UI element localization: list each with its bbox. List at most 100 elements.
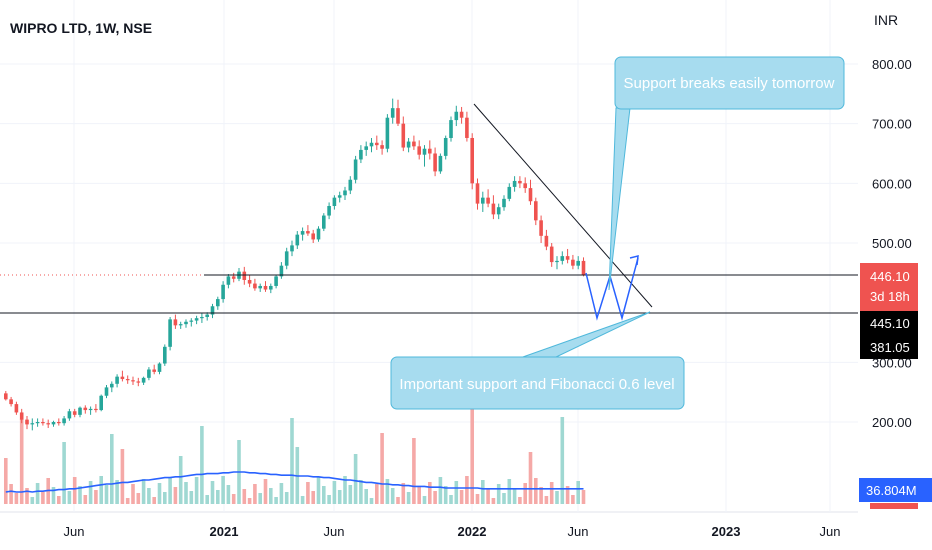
candle-body <box>544 235 549 247</box>
volume-bar <box>481 480 485 504</box>
candle-body <box>491 203 496 215</box>
price-scale-ticks: 200.00 300.00 500.00 600.00 700.00 800.00 <box>872 57 912 430</box>
volume-bar <box>465 476 469 504</box>
candle-body <box>332 197 337 207</box>
time-axis-label: 2021 <box>210 524 239 539</box>
volume-bar <box>496 484 501 504</box>
candle-body <box>279 265 284 277</box>
candle-body <box>110 383 114 388</box>
volume-bar <box>502 493 506 504</box>
candle-body <box>189 320 194 322</box>
volume-bar <box>549 482 554 504</box>
candle-body <box>465 117 469 138</box>
candle-body <box>390 108 395 118</box>
volume-bar <box>364 489 368 504</box>
candle-body <box>35 422 40 424</box>
volume-bar <box>247 498 252 504</box>
volume-bar <box>136 493 141 504</box>
line-price-tag: 445.10 381.05 <box>860 311 918 359</box>
volume-bar <box>512 488 517 504</box>
candle-body <box>226 276 231 285</box>
candle-body <box>401 123 406 148</box>
volume-bar <box>104 485 109 504</box>
candle-body <box>72 411 77 415</box>
volume-bar <box>9 484 13 504</box>
volume-bar <box>258 493 262 504</box>
candle-body <box>19 412 24 420</box>
candle-body <box>14 404 19 413</box>
volume-bar <box>184 482 188 504</box>
volume-bar <box>369 498 374 504</box>
candle-body <box>337 195 342 198</box>
volume-bar <box>470 385 474 504</box>
candle-body <box>247 279 252 284</box>
candle-body <box>576 260 580 266</box>
candle-body <box>300 231 305 235</box>
volume-bar <box>284 492 289 504</box>
volume-bar <box>300 496 305 504</box>
volume-bar <box>443 486 448 504</box>
volume-bar <box>337 490 342 504</box>
volume-bar <box>486 489 490 504</box>
candle-body <box>353 159 358 180</box>
volume-bar <box>41 492 45 504</box>
candle-body <box>560 256 565 261</box>
volume-bar <box>306 482 310 504</box>
candle-body <box>163 346 167 364</box>
volume-bar <box>385 479 390 504</box>
volume-bar <box>353 454 358 504</box>
volume-bar <box>523 483 527 504</box>
volume-tag-bg <box>859 478 932 502</box>
candle-body <box>486 197 490 204</box>
candle-body <box>94 408 98 411</box>
candle-body <box>131 380 135 382</box>
last-price-value: 446.10 <box>870 269 910 284</box>
volume-bar <box>88 481 93 504</box>
volume-bar <box>560 417 565 504</box>
volume-bar <box>428 482 432 504</box>
candle-body <box>221 284 225 300</box>
volume-bar <box>528 452 533 504</box>
volume-bar <box>72 477 77 504</box>
candle-body <box>581 260 586 276</box>
time-axis-label: Jun <box>820 524 841 539</box>
candle-countdown: 3d 18h <box>870 289 910 304</box>
candle-body <box>523 183 527 189</box>
candle-body <box>549 246 554 263</box>
candle-body <box>147 369 151 378</box>
candle-body <box>57 422 61 424</box>
candle-body <box>534 201 538 221</box>
volume-bar <box>565 486 570 504</box>
candle-body <box>184 321 188 325</box>
volume-bar <box>67 491 72 504</box>
candle-body <box>51 422 56 425</box>
volume-bar <box>576 481 580 504</box>
volume-bar <box>327 495 331 504</box>
volume-bar <box>231 494 236 504</box>
last-price-tag-bg <box>860 263 918 311</box>
volume-bar <box>359 480 363 504</box>
volume-bar <box>290 418 294 504</box>
volume-bar <box>507 479 512 504</box>
candle-body <box>454 111 459 121</box>
volume-moving-average <box>5 471 584 493</box>
symbol-title[interactable]: WIPRO LTD, 1W, NSE <box>10 20 152 36</box>
candle-body <box>359 149 363 160</box>
trend-line[interactable] <box>473 103 653 308</box>
callout-support-breaks[interactable] <box>614 56 845 110</box>
candle-body <box>327 206 331 216</box>
volume-bar <box>555 491 559 504</box>
time-axis-label: Jun <box>64 524 85 539</box>
volume-tag: 36.804M <box>859 478 932 502</box>
volume-bar <box>581 490 586 504</box>
volume-bar <box>279 483 284 504</box>
volume-bar <box>30 497 35 504</box>
candle-body <box>136 381 141 383</box>
callout-fibonacci[interactable] <box>390 356 685 410</box>
candle-body <box>216 299 220 307</box>
time-axis-label: Jun <box>324 524 345 539</box>
candle-body <box>194 318 199 321</box>
candle-body <box>284 251 289 266</box>
candle-body <box>385 117 390 149</box>
